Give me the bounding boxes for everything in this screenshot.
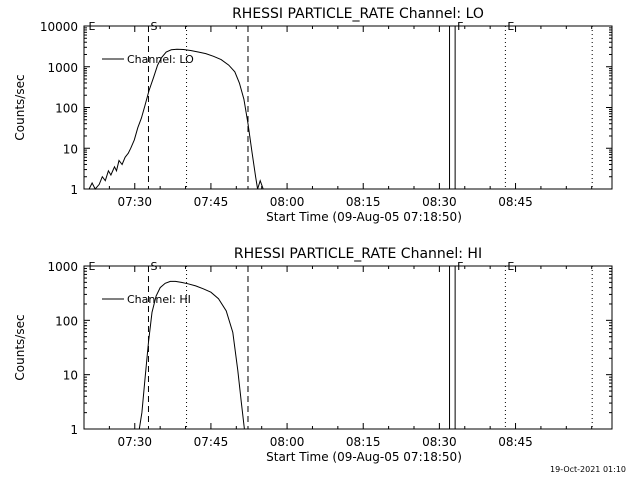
chart-title: RHESSI PARTICLE_RATE Channel: LO bbox=[232, 6, 484, 22]
x-tick-label: 08:00 bbox=[270, 195, 305, 209]
y-tick-label: 10000 bbox=[40, 20, 78, 34]
x-tick-label: 08:00 bbox=[270, 435, 305, 449]
x-tick-label: 08:15 bbox=[346, 435, 381, 449]
y-tick-label: 10 bbox=[63, 369, 78, 383]
y-tick-label: 1 bbox=[70, 423, 78, 437]
x-tick-label: 08:15 bbox=[346, 195, 381, 209]
y-tick-label: 1000 bbox=[47, 260, 78, 274]
event-marker-label: E bbox=[89, 260, 96, 273]
y-axis-label: Counts/sec bbox=[13, 74, 27, 140]
series-line bbox=[138, 280, 245, 430]
event-marker-label: F bbox=[457, 20, 463, 33]
x-tick-label: 07:45 bbox=[194, 195, 229, 209]
x-tick-label: 08:45 bbox=[498, 435, 533, 449]
legend-label: Channel: HI bbox=[127, 293, 191, 306]
y-axis-label: Counts/sec bbox=[13, 314, 27, 380]
x-tick-label: 08:45 bbox=[498, 195, 533, 209]
x-tick-label: 08:30 bbox=[422, 435, 457, 449]
plot-frame bbox=[83, 25, 613, 190]
footer-timestamp: 19-Oct-2021 01:10 bbox=[550, 465, 626, 474]
event-marker-label: F bbox=[457, 260, 463, 273]
event-marker-label: E bbox=[89, 20, 96, 33]
event-marker-label: S bbox=[150, 20, 157, 33]
x-tick-label: 07:45 bbox=[194, 435, 229, 449]
chart-title: RHESSI PARTICLE_RATE Channel: HI bbox=[234, 246, 482, 262]
legend-label: Channel: LO bbox=[127, 53, 194, 66]
y-tick-label: 1 bbox=[70, 183, 78, 197]
x-axis-label: Start Time (09-Aug-05 07:18:50) bbox=[266, 450, 462, 464]
x-tick-label: 08:30 bbox=[422, 195, 457, 209]
panel-hi: RHESSI PARTICLE_RATE Channel: HI 1 10 100 10… bbox=[13, 246, 613, 464]
y-tick-label: 100 bbox=[55, 102, 78, 116]
x-tick-label: 07:30 bbox=[117, 435, 152, 449]
x-tick-label: 07:30 bbox=[117, 195, 152, 209]
plot-frame bbox=[83, 265, 613, 430]
series-line bbox=[88, 48, 264, 190]
y-tick-label: 10 bbox=[63, 142, 78, 156]
panel-lo: RHESSI PARTICLE_RATE Channel: LO 1 10 100 10… bbox=[13, 6, 613, 224]
y-tick-label: 1000 bbox=[47, 61, 78, 75]
event-marker-label: E bbox=[507, 20, 514, 33]
y-tick-label: 100 bbox=[55, 314, 78, 328]
x-axis-label: Start Time (09-Aug-05 07:18:50) bbox=[266, 210, 462, 224]
event-marker-label: E bbox=[507, 260, 514, 273]
event-marker-label: S bbox=[150, 260, 157, 273]
